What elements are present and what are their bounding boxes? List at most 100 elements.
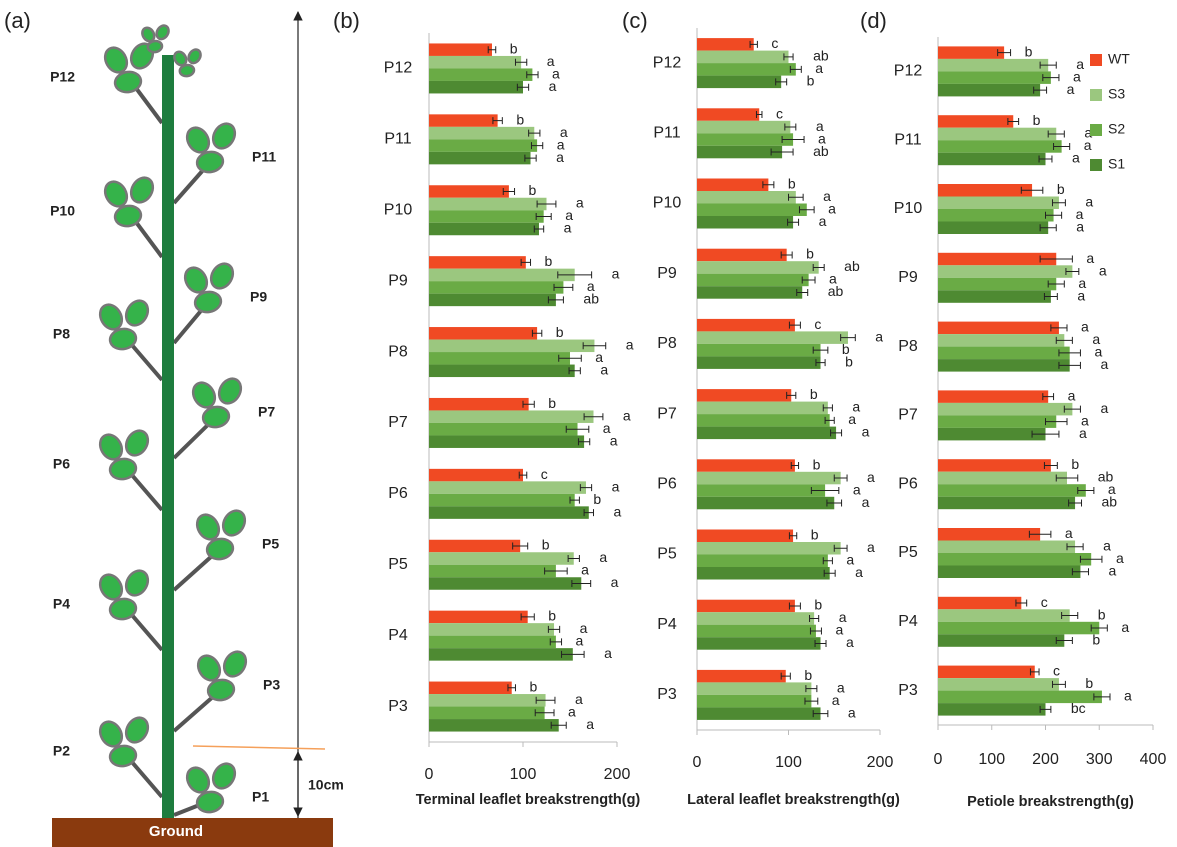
bar <box>429 43 492 56</box>
bar <box>697 249 787 262</box>
x-tick-label: 300 <box>1086 751 1113 768</box>
category-label: P10 <box>653 195 682 212</box>
bar <box>429 694 546 707</box>
bar <box>938 128 1056 141</box>
bar <box>938 334 1064 347</box>
leaf-label: P12 <box>50 69 75 85</box>
leaf-label: P5 <box>262 536 279 552</box>
significance-label: a <box>848 411 856 427</box>
bar <box>429 269 575 282</box>
significance-label: a <box>1100 400 1108 416</box>
bar <box>429 256 526 269</box>
significance-label: a <box>576 195 584 211</box>
category-label: P11 <box>384 131 411 148</box>
significance-label: a <box>1076 218 1084 234</box>
leaflet <box>209 120 239 153</box>
legend-label: S1 <box>1108 156 1125 172</box>
bar <box>429 152 531 165</box>
category-label: P4 <box>898 613 918 630</box>
panel-label: (c) <box>622 8 648 33</box>
bar <box>938 59 1048 72</box>
bar <box>429 552 574 565</box>
significance-label: b <box>529 679 537 695</box>
bar <box>697 108 759 121</box>
bar <box>429 398 529 411</box>
significance-label: a <box>600 362 608 378</box>
leaflet <box>219 507 249 540</box>
significance-label: a <box>853 481 861 497</box>
bar <box>429 210 544 223</box>
bar <box>938 46 1004 59</box>
bar <box>938 209 1054 222</box>
bar <box>429 423 578 436</box>
category-label: P5 <box>657 546 677 563</box>
bar <box>938 222 1048 235</box>
leaf-label: P10 <box>50 203 75 219</box>
bar <box>697 38 754 51</box>
category-label: P9 <box>388 272 408 289</box>
bar <box>429 540 520 553</box>
significance-label: b <box>788 175 796 191</box>
significance-label: a <box>1077 287 1085 303</box>
bar <box>938 347 1070 360</box>
leaflet <box>179 64 195 77</box>
bar <box>429 294 556 307</box>
significance-label: b <box>548 608 556 624</box>
significance-label: a <box>875 328 883 344</box>
x-tick-label: 100 <box>775 754 802 771</box>
bar <box>697 204 807 217</box>
significance-label: a <box>614 503 622 519</box>
bar <box>938 597 1021 610</box>
significance-label: ab <box>583 291 599 307</box>
leaf-label: P2 <box>53 743 70 759</box>
bar <box>697 530 793 543</box>
x-axis-title: Terminal leaflet breakstrength(g) <box>416 792 641 808</box>
bar <box>429 623 554 636</box>
significance-label: a <box>828 200 836 216</box>
bar <box>938 609 1070 622</box>
legend-label: S3 <box>1108 86 1125 102</box>
leaf-label: P7 <box>258 404 275 420</box>
significance-label: a <box>1072 150 1080 166</box>
category-label: P10 <box>894 200 923 217</box>
bar <box>429 565 556 578</box>
bar <box>697 414 830 427</box>
leaflet <box>127 174 157 207</box>
significance-label: b <box>593 491 601 507</box>
leaflet <box>147 40 163 53</box>
bar <box>938 703 1046 716</box>
legend-swatch <box>1090 124 1102 136</box>
significance-label: b <box>510 40 518 56</box>
significance-label: a <box>867 469 875 485</box>
bar <box>697 319 795 332</box>
significance-label: b <box>810 386 818 402</box>
category-label: P7 <box>898 407 918 424</box>
category-label: P10 <box>384 201 413 218</box>
significance-label: a <box>1116 550 1124 566</box>
category-label: P7 <box>657 405 677 422</box>
bar <box>938 290 1051 303</box>
bar <box>697 707 821 720</box>
bar <box>697 600 795 613</box>
category-label: P8 <box>388 343 408 360</box>
bar <box>938 115 1013 128</box>
bar <box>938 153 1046 166</box>
x-tick-label: 100 <box>510 766 537 783</box>
significance-label: a <box>626 337 634 353</box>
bar <box>697 670 786 683</box>
significance-label: a <box>623 407 631 423</box>
significance-label: b <box>804 667 812 683</box>
category-label: P6 <box>898 475 918 492</box>
significance-label: a <box>1084 137 1092 153</box>
bar <box>938 278 1056 291</box>
significance-label: a <box>1081 319 1089 335</box>
bar <box>938 415 1056 428</box>
bar <box>697 146 782 159</box>
significance-label: a <box>1124 688 1132 704</box>
bar <box>429 648 573 661</box>
height-label: 10cm <box>308 777 344 793</box>
panel-label: (b) <box>333 8 360 33</box>
significance-label: b <box>1092 631 1100 647</box>
leaf-label: P9 <box>250 289 267 305</box>
x-tick-label: 200 <box>604 766 631 783</box>
